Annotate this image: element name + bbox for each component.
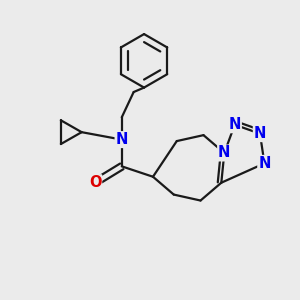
Text: N: N xyxy=(116,132,128,147)
Text: N: N xyxy=(218,146,230,160)
Text: N: N xyxy=(258,156,271,171)
Text: O: O xyxy=(89,175,101,190)
Text: N: N xyxy=(254,126,266,141)
Text: N: N xyxy=(229,117,241,132)
